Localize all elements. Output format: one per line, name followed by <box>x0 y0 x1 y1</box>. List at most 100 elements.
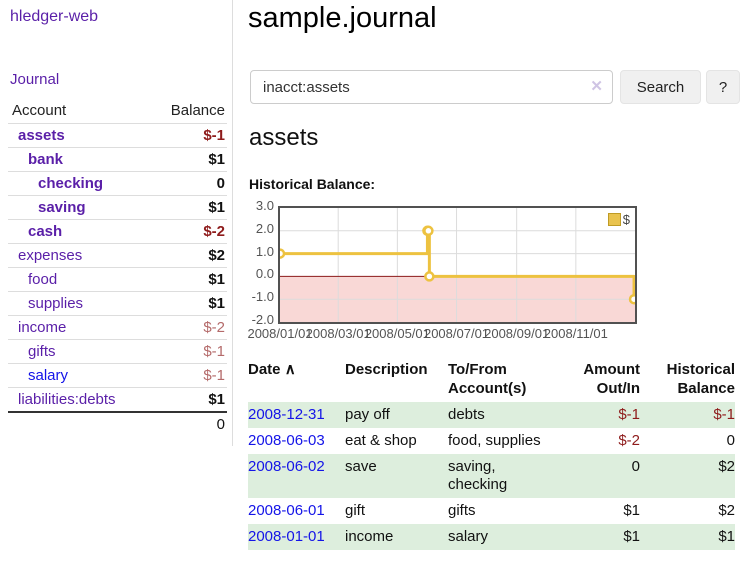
account-balance: $-2 <box>203 319 225 336</box>
transaction-description: income <box>345 528 394 545</box>
x-axis-label: 2008/11/01 <box>543 326 608 341</box>
transaction-description: eat & shop <box>345 432 417 449</box>
account-link[interactable]: food <box>28 271 58 288</box>
account-link[interactable]: salary <box>28 367 69 384</box>
x-axis-label: 2008/01/01 <box>247 326 313 341</box>
transaction-balance: 0 <box>726 432 735 449</box>
account-link[interactable]: assets <box>18 127 65 144</box>
balance-chart: $ 3.0 2.0 1.0 0.0 -1.0 -2.0 2008/01/01 2008/03/… <box>246 198 642 344</box>
y-axis-label: -2.0 <box>251 312 274 327</box>
data-point-marker <box>423 225 434 237</box>
account-row: food $1 <box>8 267 227 291</box>
transaction-description: pay off <box>345 406 390 423</box>
brand-link[interactable]: hledger-web <box>10 8 99 25</box>
account-row: gifts $-1 <box>8 339 227 363</box>
account-balance: $-2 <box>203 223 225 240</box>
accounts-total-row: 0 <box>8 411 227 436</box>
legend-label: $ <box>622 212 630 227</box>
col-description: Description <box>345 361 428 378</box>
transaction-row: 2008-06-02 save saving, checking 0 $2 <box>248 454 735 498</box>
transaction-amount: $-1 <box>618 406 640 423</box>
account-row: income $-2 <box>8 315 227 339</box>
account-link[interactable]: cash <box>28 223 63 240</box>
transaction-date-link[interactable]: 2008-06-02 <box>248 458 325 475</box>
account-balance: $-1 <box>203 367 225 384</box>
search-button[interactable]: Search <box>620 70 701 104</box>
sidebar: hledger-web Journal Account Balance asse… <box>0 0 233 446</box>
transaction-amount: $1 <box>623 528 640 545</box>
account-row: saving $1 <box>8 195 227 219</box>
transaction-balance: $2 <box>718 458 735 475</box>
transaction-amount: $1 <box>623 502 640 519</box>
transaction-accounts: food, supplies <box>448 432 541 449</box>
x-axis-label: 2008/09/01 <box>484 326 550 341</box>
x-axis-label: 2008/05/01 <box>364 326 430 341</box>
y-axis-label: 0.0 <box>255 266 274 282</box>
help-button[interactable]: ? <box>706 70 740 104</box>
data-point-marker <box>280 248 286 259</box>
accounts-table-header: Account Balance <box>8 100 227 123</box>
account-link[interactable]: checking <box>38 175 104 192</box>
account-row: salary $-1 <box>8 363 227 387</box>
account-row: liabilities:debts $1 <box>8 387 227 411</box>
account-row: cash $-2 <box>8 219 227 243</box>
account-balance: $1 <box>208 199 225 216</box>
accounts-total-value: 0 <box>216 416 225 433</box>
transaction-description: gift <box>345 502 366 519</box>
col-balance: Historical Balance <box>666 361 735 397</box>
page-title: sample.journal <box>248 2 437 34</box>
account-balance: $1 <box>208 271 225 288</box>
chart-canvas <box>280 208 635 322</box>
account-balance: $1 <box>208 151 225 168</box>
account-row: assets $-1 <box>8 123 227 147</box>
transaction-accounts: debts <box>448 406 485 423</box>
account-link[interactable]: supplies <box>28 295 84 312</box>
account-link[interactable]: bank <box>28 151 64 168</box>
account-link[interactable]: liabilities:debts <box>18 391 116 408</box>
account-link[interactable]: income <box>18 319 67 336</box>
chart-legend: $ <box>605 211 632 228</box>
account-row: expenses $2 <box>8 243 227 267</box>
y-axis-label: 3.0 <box>255 198 274 213</box>
account-balance: $-1 <box>203 343 225 360</box>
transaction-row: 2008-01-01 income salary $1 $1 <box>248 524 735 550</box>
transaction-row: 2008-06-01 gift gifts $1 $2 <box>248 498 735 524</box>
account-heading: assets <box>249 124 319 151</box>
transaction-accounts: saving, checking <box>448 458 508 493</box>
transaction-date-link[interactable]: 2008-01-01 <box>248 528 325 545</box>
sort-asc-icon: ∧ <box>284 361 296 378</box>
transaction-date-link[interactable]: 2008-06-01 <box>248 502 325 519</box>
transaction-date-link[interactable]: 2008-12-31 <box>248 406 325 423</box>
transaction-row: 2008-12-31 pay off debts $-1 $-1 <box>248 402 735 428</box>
accounts-col-account: Account <box>12 102 67 119</box>
accounts-col-balance: Balance <box>170 102 225 119</box>
transactions-header-row: Date ∧ Description To/From Account(s) Am… <box>248 358 735 402</box>
account-row: supplies $1 <box>8 291 227 315</box>
legend-swatch-icon <box>607 213 621 226</box>
transaction-amount: 0 <box>631 458 640 475</box>
account-balance: $1 <box>208 295 225 312</box>
col-date[interactable]: Date ∧ <box>248 361 296 378</box>
account-row: bank $1 <box>8 147 227 171</box>
col-amount: Amount Out/In <box>583 361 640 397</box>
search-input[interactable] <box>250 70 613 104</box>
y-axis-label: 2.0 <box>255 220 274 236</box>
transaction-row: 2008-06-03 eat & shop food, supplies $-2 0 <box>248 428 735 454</box>
account-link[interactable]: gifts <box>28 343 56 360</box>
account-balance: $1 <box>208 391 225 408</box>
transactions-table: Date ∧ Description To/From Account(s) Am… <box>248 358 735 550</box>
transaction-balance: $2 <box>718 502 735 519</box>
col-accounts: To/From Account(s) <box>448 361 527 397</box>
sidebar-item-journal[interactable]: Journal <box>10 71 60 88</box>
account-balance: 0 <box>216 175 225 192</box>
x-axis-label: 2008/03/01 <box>305 326 371 341</box>
account-link[interactable]: expenses <box>18 247 83 264</box>
transaction-date-link[interactable]: 2008-06-03 <box>248 432 325 449</box>
chart-plot-area: $ <box>278 206 637 324</box>
data-point-marker <box>628 293 635 305</box>
transaction-amount: $-2 <box>618 432 640 449</box>
account-balance: $-1 <box>203 127 225 144</box>
y-axis-label: 1.0 <box>255 243 274 259</box>
clear-search-icon[interactable]: ✕ <box>590 78 603 95</box>
account-link[interactable]: saving <box>38 199 86 216</box>
